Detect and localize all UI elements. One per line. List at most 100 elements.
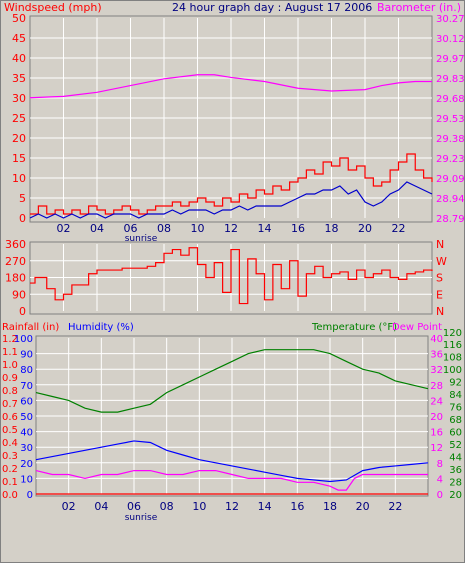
dewpoint-tick-label: 32 (430, 365, 443, 376)
windspeed-tick-label: 20 (12, 132, 26, 145)
barometer-tick-label: 30.12 (436, 34, 465, 45)
barometer-tick-label: 29.97 (436, 54, 465, 65)
barometer-tick-label: 30.27 (436, 14, 465, 25)
barometer-tick-label: 29.68 (436, 94, 465, 105)
x-tick-label: 16 (291, 222, 305, 235)
windspeed-tick-label: 30 (12, 92, 26, 105)
rainfall-tick-label: 0.7 (2, 399, 18, 410)
windspeed-tick-label: 0 (19, 212, 26, 225)
temperature-tick-label: 44 (449, 453, 462, 464)
temperature-line (35, 349, 429, 413)
x-axis-labels-bottom: 02 04 06 08 10 12 14 16 18 20 22 (62, 500, 403, 513)
dewpoint-tick-label: 8 (437, 459, 443, 470)
windspeed-tick-label: 15 (12, 152, 26, 165)
direction-compass-label: E (436, 288, 443, 301)
rainfall-tick-label: 0.6 (2, 412, 18, 423)
temperature-tick-label: 28 (449, 478, 462, 489)
x-tick-label: 14 (258, 222, 272, 235)
rainfall-tick-label: 0.3 (2, 451, 18, 462)
wind-direction-line (30, 247, 433, 305)
humidity-tick-label: 80 (20, 365, 33, 376)
x-tick-label: 12 (225, 500, 239, 513)
x-tick-label: 08 (160, 500, 174, 513)
barometer-tick-labels: 28.79 28.94 29.09 29.23 29.38 29.53 29.68 29.83… (436, 14, 465, 225)
barometer-tick-label: 29.53 (436, 114, 465, 125)
temperature-axis-title: Temperature (°F) (311, 322, 397, 333)
direction-compass-label: W (436, 255, 447, 268)
x-tick-label: 18 (323, 500, 337, 513)
windspeed-tick-label: 45 (12, 32, 26, 45)
windspeed-axis-title: Windspeed (mph) (4, 1, 102, 14)
rainfall-tick-label: 0.1 (2, 477, 18, 488)
humidity-tick-label: 10 (20, 474, 33, 485)
rainfall-tick-label: 0.2 (2, 464, 18, 475)
dewpoint-tick-label: 40 (430, 334, 443, 345)
dewpoint-tick-label: 0 (437, 490, 443, 501)
humidity-panel-tick-labels: 0.0 0.1 0.2 0.3 0.4 0.5 0.6 0.7 0.8 0.9 1.0 1.1 1.2 0… (2, 328, 462, 501)
humidity-tick-label: 20 (20, 459, 33, 470)
humidity-axis-title: Humidity (%) (68, 322, 134, 333)
humidity-tick-label: 30 (20, 443, 33, 454)
sunrise-label-bottom: sunrise (125, 513, 158, 523)
barometer-line (29, 74, 432, 99)
x-tick-label: 06 (124, 222, 138, 235)
x-tick-label: 20 (358, 222, 372, 235)
rainfall-tick-label: 1.1 (2, 347, 18, 358)
x-tick-label: 22 (388, 500, 402, 513)
rainfall-tick-label: 0.0 (2, 490, 18, 501)
direction-degree-label: 90 (12, 288, 26, 301)
dewpoint-tick-label: 12 (430, 443, 443, 454)
humidity-tick-label: 60 (20, 396, 33, 407)
direction-compass-label: N (436, 305, 444, 318)
windspeed-tick-label: 35 (12, 72, 26, 85)
x-tick-label: 20 (356, 500, 370, 513)
humidity-tick-label: 100 (14, 334, 33, 345)
direction-compass-label: N (436, 238, 444, 251)
wind-gust-line (30, 153, 433, 215)
windspeed-tick-label: 10 (12, 172, 26, 185)
x-tick-label: 10 (192, 500, 206, 513)
temperature-tick-label: 100 (443, 365, 462, 376)
dewpoint-tick-label: 36 (430, 350, 443, 361)
windspeed-tick-label: 50 (12, 12, 26, 25)
wind-average-line (29, 181, 433, 219)
dewpoint-tick-label: 24 (430, 396, 443, 407)
direction-degree-label: 0 (19, 305, 26, 318)
direction-compass-label: S (436, 272, 443, 285)
windspeed-tick-label: 40 (12, 52, 26, 65)
x-tick-label: 06 (127, 500, 141, 513)
x-tick-label: 10 (191, 222, 205, 235)
rainfall-tick-label: 0.4 (2, 438, 18, 449)
rainfall-tick-label: 0.8 (2, 386, 18, 397)
humidity-tick-label: 90 (20, 350, 33, 361)
x-tick-label: 22 (392, 222, 406, 235)
humidity-temperature-series (35, 349, 429, 495)
barometer-tick-label: 29.83 (436, 74, 465, 85)
barometer-tick-label: 29.23 (436, 154, 465, 165)
sunrise-label-top: sunrise (125, 234, 158, 244)
x-tick-label: 04 (94, 500, 108, 513)
x-tick-label: 12 (224, 222, 238, 235)
temperature-tick-label: 68 (449, 415, 462, 426)
x-axis-labels-top: 02 04 06 08 10 12 14 16 18 20 22 (57, 222, 406, 235)
rainfall-tick-label: 0.5 (2, 425, 18, 436)
dewpoint-tick-label: 28 (430, 381, 443, 392)
temperature-tick-label: 52 (449, 440, 462, 451)
temperature-tick-label: 120 (443, 328, 462, 339)
dewpoint-axis-title: Dew Point (392, 322, 442, 333)
barometer-tick-label: 28.94 (436, 194, 465, 205)
barometer-tick-label: 29.09 (436, 174, 465, 185)
x-tick-label: 02 (57, 222, 71, 235)
humidity-tick-label: 0 (27, 490, 33, 501)
temperature-tick-label: 60 (449, 428, 462, 439)
rainfall-tick-label: 1.0 (2, 360, 18, 371)
humidity-line (35, 440, 429, 483)
humidity-tick-label: 50 (20, 412, 33, 423)
direction-degree-label: 270 (5, 255, 26, 268)
direction-degree-tick-labels: 0 90 180 270 360 (5, 238, 26, 318)
dewpoint-tick-label: 4 (437, 474, 443, 485)
barometer-tick-label: 29.38 (436, 134, 465, 145)
